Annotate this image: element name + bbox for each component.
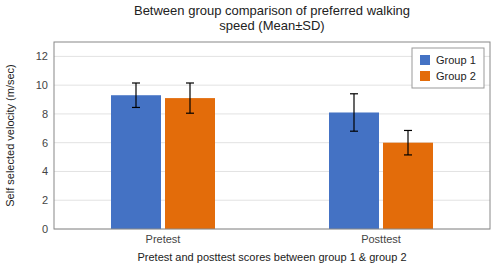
y-tick-label: 2 bbox=[42, 194, 48, 206]
chart-title: Between group comparison of preferred wa… bbox=[134, 3, 410, 33]
legend: Group 1 Group 2 bbox=[412, 48, 484, 88]
bar bbox=[383, 143, 433, 229]
error-cap bbox=[132, 107, 140, 108]
legend-label: Group 2 bbox=[436, 70, 476, 82]
x-axis-label: Pretest and posttest scores between grou… bbox=[137, 251, 406, 263]
y-tick-label: 0 bbox=[42, 223, 48, 235]
bar bbox=[111, 95, 161, 229]
error-cap bbox=[404, 130, 412, 131]
legend-box bbox=[412, 48, 484, 88]
legend-label: Group 1 bbox=[436, 54, 476, 66]
x-tick-label: Posttest bbox=[361, 233, 401, 245]
y-tick-label: 8 bbox=[42, 108, 48, 120]
plot-frame bbox=[54, 42, 490, 229]
error-cap bbox=[132, 82, 140, 83]
error-bar bbox=[132, 83, 140, 107]
error-bar bbox=[186, 83, 194, 113]
error-stem bbox=[135, 83, 136, 107]
error-bar bbox=[350, 94, 358, 131]
error-cap bbox=[186, 82, 194, 83]
error-cap bbox=[350, 131, 358, 132]
error-stem bbox=[353, 94, 354, 131]
legend-swatch bbox=[420, 55, 430, 65]
plot-area bbox=[111, 83, 433, 229]
error-stem bbox=[407, 130, 408, 154]
error-stem bbox=[189, 83, 190, 113]
error-bar bbox=[404, 130, 412, 154]
bar bbox=[165, 98, 215, 229]
title-line: speed (Mean±SD) bbox=[219, 18, 324, 33]
x-tick-label: Pretest bbox=[146, 233, 181, 245]
error-cap bbox=[186, 113, 194, 114]
y-tick-label: 4 bbox=[42, 165, 48, 177]
y-tick-label: 12 bbox=[36, 50, 48, 62]
chart-container: Between group comparison of preferred wa… bbox=[0, 0, 500, 269]
legend-swatch bbox=[420, 71, 430, 81]
error-cap bbox=[404, 154, 412, 155]
error-cap bbox=[350, 93, 358, 94]
y-tick-label: 10 bbox=[36, 79, 48, 91]
title-line: Between group comparison of preferred wa… bbox=[134, 3, 410, 18]
chart-svg: Between group comparison of preferred wa… bbox=[0, 0, 500, 269]
y-tick-label: 6 bbox=[42, 137, 48, 149]
y-axis-label: Self selected velocity (m/sec) bbox=[4, 64, 16, 206]
